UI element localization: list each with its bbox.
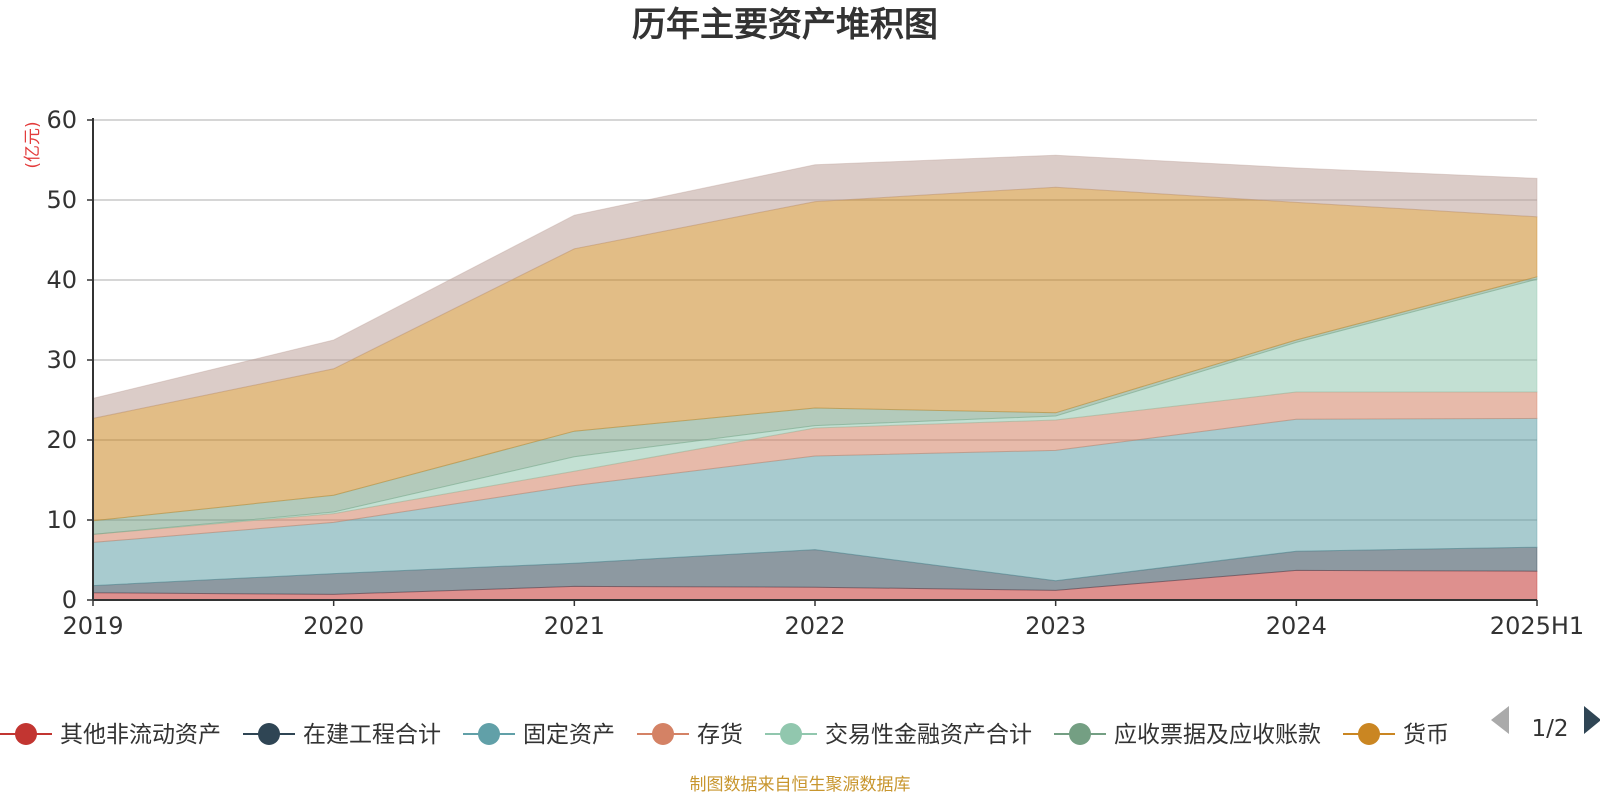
legend: 其他非流动资产 在建工程合计 固定资产 存货 交易性金融资产合计 应收票据及应收账款 货币 xyxy=(0,722,1449,748)
area-series-4 xyxy=(92,278,1538,535)
area-series-1 xyxy=(92,546,1538,595)
y-tick-label: 60 xyxy=(46,106,77,134)
legend-marker-icon xyxy=(15,723,37,745)
legend-page-indicator: 1/2 xyxy=(1531,716,1568,742)
y-tick-label: 20 xyxy=(46,426,77,454)
x-tick-label: 2024 xyxy=(1266,612,1327,640)
legend-label: 应收票据及应收账款 xyxy=(1114,722,1321,748)
y-tick-label: 10 xyxy=(46,506,77,534)
legend-label: 交易性金融资产合计 xyxy=(825,722,1032,748)
legend-label: 货币 xyxy=(1403,722,1449,748)
x-tick-label: 2020 xyxy=(303,612,364,640)
data-source-footer: 制图数据来自恒生聚源数据库 xyxy=(690,775,911,795)
x-tick-label: 2021 xyxy=(544,612,605,640)
y-tick-label: 0 xyxy=(62,586,77,614)
y-axis-unit: (亿元) xyxy=(23,121,43,168)
legend-item[interactable]: 固定资产 xyxy=(463,722,615,748)
legend-item[interactable]: 货币 xyxy=(1343,722,1449,748)
x-tick-label: 2023 xyxy=(1025,612,1086,640)
x-tick-label: 2025H1 xyxy=(1490,612,1584,640)
legend-label: 其他非流动资产 xyxy=(60,722,221,748)
legend-marker-icon xyxy=(1358,723,1380,745)
legend-item[interactable]: 交易性金融资产合计 xyxy=(765,722,1032,748)
prev-page-arrow-icon[interactable] xyxy=(1491,706,1509,734)
legend-marker-icon xyxy=(652,723,674,745)
legend-item[interactable]: 在建工程合计 xyxy=(243,722,441,748)
legend-item[interactable]: 应收票据及应收账款 xyxy=(1054,722,1321,748)
chart-title: 历年主要资产堆积图 xyxy=(632,5,938,45)
legend-item[interactable]: 其他非流动资产 xyxy=(0,722,221,748)
axes: 0 10 20 30 40 50 60 2019 2020 2021 2022 2023 2024 202… xyxy=(46,106,1584,640)
legend-pager: 1/2 xyxy=(1491,706,1600,742)
legend-marker-icon xyxy=(478,723,500,745)
y-tick-label: 50 xyxy=(46,186,77,214)
area-series-7 xyxy=(92,154,1538,420)
y-tick-label: 40 xyxy=(46,266,77,294)
x-tick-label: 2022 xyxy=(784,612,845,640)
legend-label: 固定资产 xyxy=(523,722,615,748)
legend-marker-icon xyxy=(1069,723,1091,745)
legend-label: 在建工程合计 xyxy=(303,722,441,748)
legend-marker-icon xyxy=(780,723,802,745)
legend-item[interactable]: 存货 xyxy=(637,722,743,748)
legend-marker-icon xyxy=(258,723,280,745)
legend-label: 存货 xyxy=(697,722,743,748)
area-series xyxy=(92,154,1538,601)
x-tick-label: 2019 xyxy=(62,612,123,640)
y-tick-label: 30 xyxy=(46,346,77,374)
next-page-arrow-icon[interactable] xyxy=(1584,706,1600,734)
